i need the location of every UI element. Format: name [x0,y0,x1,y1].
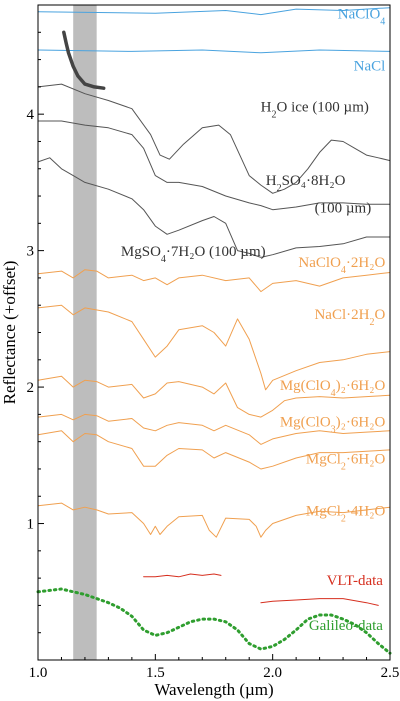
series-line-11 [37,502,391,538]
series-label-5: MgSO4·7H₂O (100 µm) [121,244,266,265]
series-line-14 [36,587,392,655]
y-tick-label-1: 2 [27,380,35,396]
series-line-6 [37,269,391,293]
x-axis-label: Wavelength (µm) [154,680,273,699]
tick-layer: 1.0 1.5 2.0 2.5 1 2 3 4 [27,31,400,681]
series-label-10: MgCl2·6H₂O [306,452,386,473]
series-label-0: NaClO4 [338,7,386,28]
series-line-10 [37,430,391,470]
series-label-2: H2O ice (100 µm) [261,99,369,120]
series-line-8 [37,375,391,418]
x-tick-label-0: 1.0 [29,665,48,681]
series-line-2 [37,83,391,194]
series-line-7 [37,304,391,391]
shaded-band [73,5,97,660]
shaded-band-layer [73,5,97,660]
series-label-12: VLT-data [327,573,384,589]
y-tick-label-0: 1 [27,517,35,533]
series-line-0 [37,7,391,16]
series-label-8: Mg(ClO4)₂·6H₂O [280,378,386,399]
series-line-12 [143,573,222,578]
series-label-13: Galileo-data [309,618,383,634]
series-line-9 [37,413,391,445]
series-line-5 [37,157,391,258]
series-label-7: NaCl·2H2O [314,307,385,328]
x-tick-label-2: 2.0 [263,665,282,681]
series-layer [36,7,392,655]
series-label-4: (100 µm) [315,200,372,216]
x-tick-label-1: 1.5 [146,665,165,681]
series-label-layer: NaClO4 NaCl H2O ice (100 µm) H2SO₄·8H₂O (100… [121,7,386,634]
series-label-9: Mg(ClO3)₂·6H₂O [280,415,386,436]
series-label-1: NaCl [354,59,386,75]
series-line-3 [62,30,106,90]
x-tick-label-3: 2.5 [381,665,400,681]
y-tick-label-2: 3 [27,244,35,260]
y-axis-label: Reflectance (+offset) [0,261,19,405]
series-line-1 [37,49,391,54]
series-label-3: H2SO₄·8H₂O [266,173,346,194]
series-label-6: NaClO4·2H₂O [298,255,385,276]
series-label-11: MgCl2·4H₂O [306,503,386,524]
series-line-4 [37,120,391,211]
y-tick-label-3: 4 [27,107,35,123]
series-line-13 [260,598,379,606]
